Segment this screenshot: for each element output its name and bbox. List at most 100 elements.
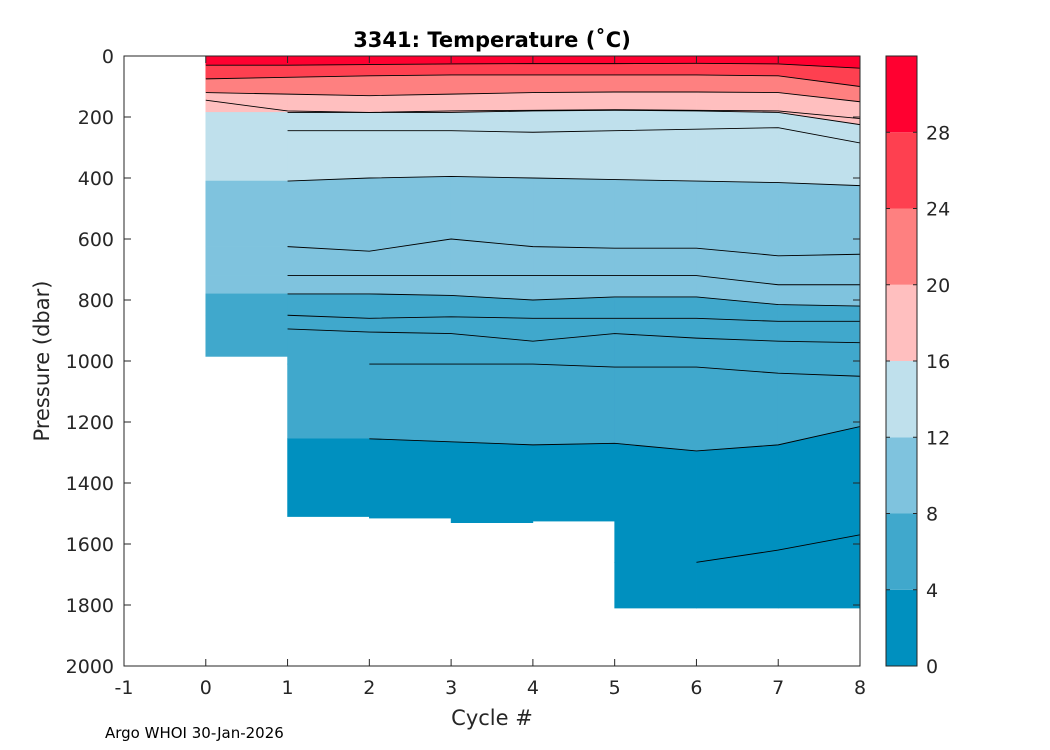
temperature-band bbox=[450, 92, 534, 112]
temperature-band bbox=[369, 112, 452, 132]
temperature-band bbox=[369, 293, 452, 319]
temperature-band bbox=[450, 63, 534, 76]
temperature-band bbox=[450, 363, 534, 446]
temperature-band bbox=[287, 130, 370, 182]
colorbar: 0 4 8 12 16 20 24 28 bbox=[885, 55, 950, 678]
temperature-band bbox=[369, 56, 452, 65]
isotherm-7 bbox=[287, 314, 860, 322]
x-tick-label: 4 bbox=[527, 677, 539, 699]
temperature-band bbox=[696, 317, 779, 342]
temperature-band bbox=[450, 56, 534, 65]
temperature-band bbox=[205, 56, 288, 66]
temperature-band bbox=[532, 63, 615, 76]
colorbar-swatch bbox=[886, 361, 917, 438]
y-tick-label: 1800 bbox=[66, 595, 114, 617]
temperature-band bbox=[696, 56, 779, 65]
temperature-band bbox=[532, 296, 615, 319]
temperature-band bbox=[696, 91, 779, 112]
temperature-band bbox=[205, 314, 288, 330]
chart-title: 3341: Temperature (˚C) bbox=[353, 28, 631, 52]
temperature-band bbox=[614, 443, 697, 563]
temperature-bands bbox=[205, 56, 860, 609]
temperature-band bbox=[777, 340, 860, 377]
temperature-band bbox=[614, 333, 697, 368]
colorbar-tick-label: 12 bbox=[926, 427, 950, 449]
temperature-band bbox=[205, 275, 288, 295]
x-tick-label: -1 bbox=[115, 677, 134, 699]
x-tick-label: 2 bbox=[363, 677, 375, 699]
x-tick-label: 5 bbox=[609, 677, 621, 699]
temperature-band bbox=[369, 63, 452, 77]
temperature-band bbox=[205, 180, 288, 247]
isotherm-9 bbox=[287, 275, 860, 286]
temperature-band bbox=[532, 91, 615, 111]
temperature-band bbox=[287, 93, 370, 113]
y-tick-label: 0 bbox=[102, 46, 114, 68]
colorbar-tick-label: 16 bbox=[926, 351, 950, 373]
temperature-band bbox=[532, 109, 615, 133]
x-tick-label: 8 bbox=[854, 677, 866, 699]
temperature-band bbox=[777, 253, 860, 286]
temperature-band bbox=[696, 63, 779, 77]
temperature-band bbox=[696, 444, 779, 563]
temperature-band bbox=[614, 91, 697, 111]
temperature-band bbox=[777, 182, 860, 257]
y-tick-label: 400 bbox=[78, 168, 114, 190]
y-tick-label: 800 bbox=[78, 290, 114, 312]
isotherm-5 bbox=[369, 363, 860, 377]
temperature-band bbox=[614, 74, 697, 93]
temperature-band bbox=[777, 426, 860, 551]
isotherm-10 bbox=[287, 238, 860, 257]
y-tick-label: 1200 bbox=[66, 412, 114, 434]
temperature-band bbox=[369, 176, 452, 252]
colorbar-swatch bbox=[886, 56, 917, 133]
temperature-band bbox=[369, 316, 452, 334]
temperature-band bbox=[287, 438, 370, 517]
colorbar-swatch bbox=[886, 132, 917, 209]
temperature-band bbox=[205, 246, 288, 276]
temperature-band bbox=[369, 93, 452, 113]
temperature-band bbox=[532, 443, 615, 522]
colorbar-swatch bbox=[886, 208, 917, 285]
temperature-band bbox=[205, 293, 288, 316]
temperature-band bbox=[696, 110, 779, 130]
colorbar-tick-label: 4 bbox=[926, 580, 938, 602]
temperature-band bbox=[287, 363, 370, 440]
temperature-band bbox=[532, 56, 615, 64]
temperature-band bbox=[369, 130, 452, 179]
temperature-band bbox=[369, 363, 452, 443]
temperature-band bbox=[369, 74, 452, 96]
temperature-band bbox=[532, 130, 615, 180]
isotherm-6 bbox=[287, 328, 860, 344]
temperature-band bbox=[287, 328, 370, 365]
isotherm-12 bbox=[287, 176, 860, 187]
temperature-band bbox=[614, 63, 697, 76]
temperature-band bbox=[450, 110, 534, 133]
temperature-band bbox=[450, 130, 534, 179]
temperature-band bbox=[287, 112, 370, 132]
temperature-band bbox=[777, 304, 860, 322]
temperature-band bbox=[205, 328, 288, 357]
isotherm-8 bbox=[287, 293, 860, 307]
colorbar-tick-label: 24 bbox=[926, 199, 950, 221]
temperature-band bbox=[614, 109, 697, 132]
temperature-band bbox=[450, 441, 534, 523]
x-tick-label: 0 bbox=[200, 677, 212, 699]
y-tick-label: 2000 bbox=[66, 656, 114, 678]
temperature-band bbox=[696, 366, 779, 452]
temperature-band bbox=[696, 127, 779, 183]
colorbar-tick-label: 28 bbox=[926, 122, 950, 144]
isotherm-4 bbox=[369, 426, 860, 452]
temperature-band bbox=[369, 438, 452, 519]
temperature-band bbox=[450, 74, 534, 95]
temperature-band bbox=[287, 275, 370, 295]
temperature-band bbox=[287, 64, 370, 78]
temperature-band bbox=[614, 366, 697, 452]
temperature-band bbox=[287, 177, 370, 252]
temperature-band bbox=[205, 64, 288, 80]
temperature-band bbox=[369, 331, 452, 365]
temperature-band bbox=[532, 177, 615, 249]
temperature-band bbox=[614, 56, 697, 64]
x-tick-label: 6 bbox=[690, 677, 702, 699]
